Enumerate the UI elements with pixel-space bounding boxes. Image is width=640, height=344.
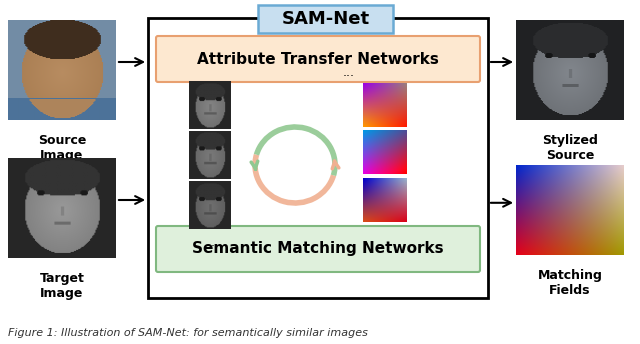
Text: Semantic Matching Networks: Semantic Matching Networks [192, 241, 444, 257]
Text: ...: ... [343, 66, 355, 79]
Text: Source
Image: Source Image [38, 134, 86, 162]
Bar [148, 18, 488, 298]
Text: ...: ... [204, 236, 216, 249]
FancyBboxPatch shape [156, 36, 480, 82]
Text: Figure 1: Illustration of SAM-Net: for semantically similar images: Figure 1: Illustration of SAM-Net: for s… [8, 328, 368, 338]
Text: SAM-Net: SAM-Net [282, 10, 369, 28]
FancyBboxPatch shape [258, 5, 393, 33]
Text: Stylized
Source: Stylized Source [542, 134, 598, 162]
Text: Attribute Transfer Networks: Attribute Transfer Networks [197, 52, 439, 66]
FancyBboxPatch shape [156, 226, 480, 272]
Text: Target
Image: Target Image [40, 272, 84, 300]
Text: Matching
Fields: Matching Fields [538, 269, 602, 297]
